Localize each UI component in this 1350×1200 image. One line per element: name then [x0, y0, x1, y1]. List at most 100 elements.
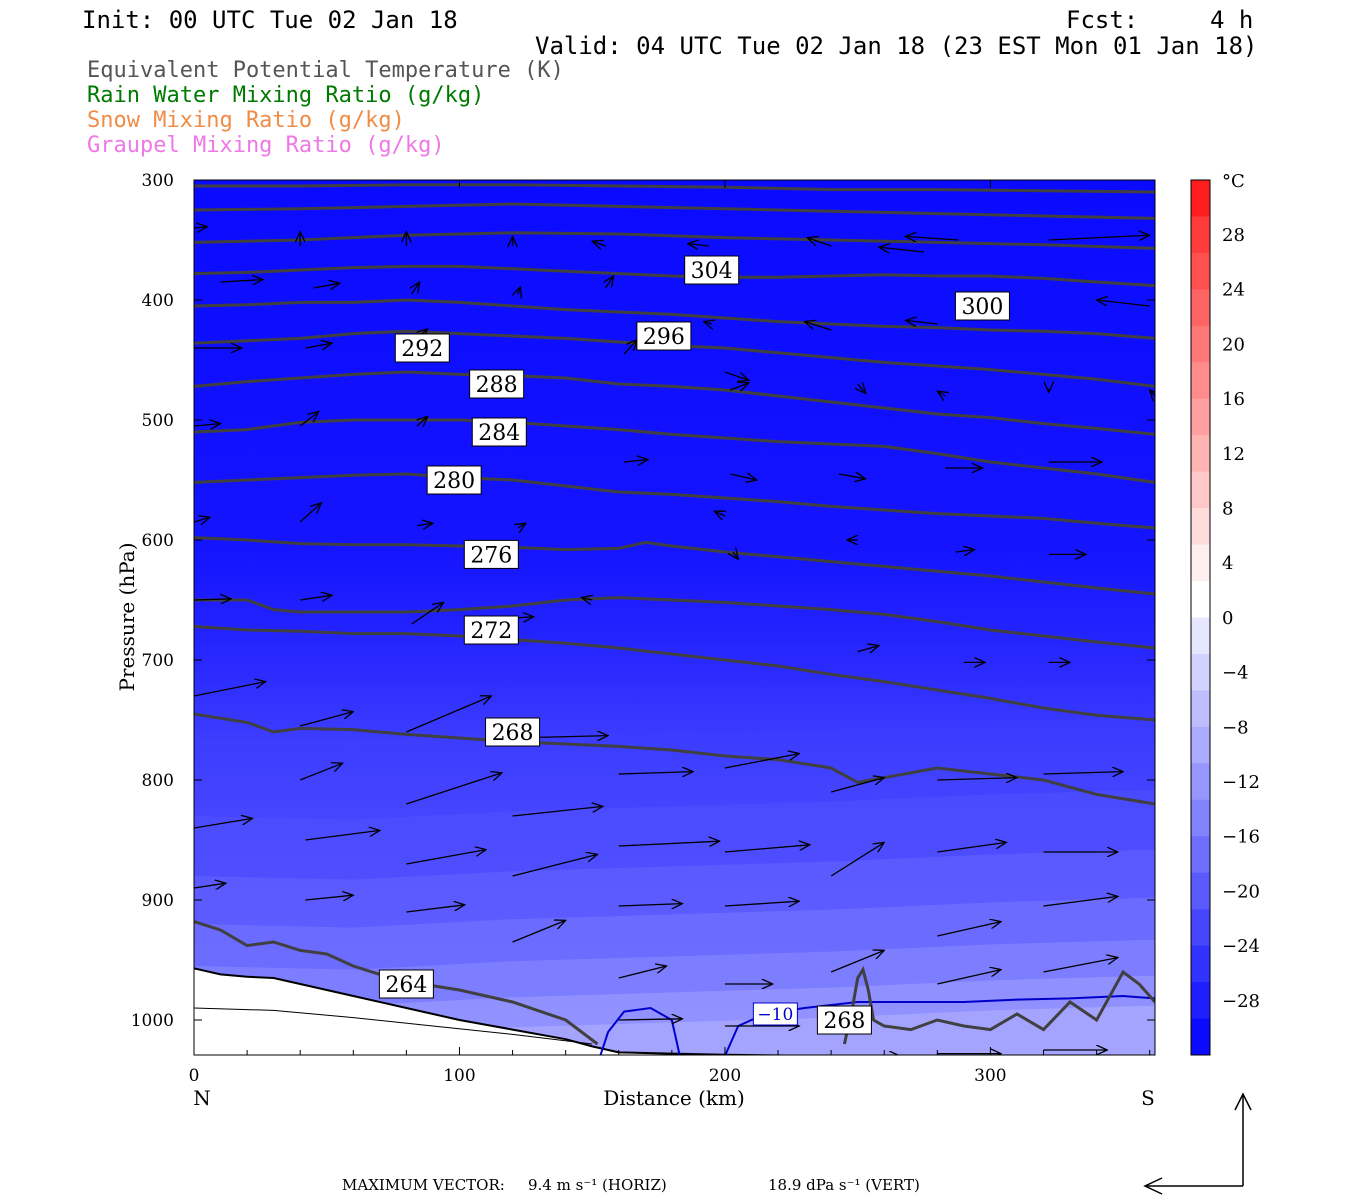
wind-vector: [300, 595, 332, 600]
colorbar-swatch: [1191, 471, 1210, 509]
colorbar-swatch: [1191, 872, 1210, 910]
theta-e-contour: [194, 596, 1155, 650]
wind-vector: [830, 950, 884, 973]
colorbar-tick-label: 16: [1222, 389, 1245, 410]
wind-vector: [582, 598, 593, 600]
theta-e-contour: [194, 231, 1155, 250]
wind-vector: [623, 340, 637, 355]
y-tick-label: 600: [142, 531, 174, 551]
colorbar-swatch: [1191, 617, 1210, 655]
wind-vector: [1097, 300, 1150, 307]
contour-label-box: [463, 539, 519, 569]
temperature-bands: [194, 717, 1155, 1055]
valid-time: Valid: 04 UTC Tue 02 Jan 18 (23 EST Mon …: [535, 32, 1258, 60]
contour-label: 304: [691, 259, 733, 284]
wind-vector: [299, 763, 342, 781]
x-end-label-south: S: [1141, 1086, 1155, 1110]
wind-vector: [937, 778, 1017, 780]
wind-vector: [805, 322, 832, 331]
wind-vector: [807, 238, 832, 247]
theta-e-contour: [842, 965, 1155, 1045]
wind-vector: [830, 778, 884, 793]
isotherm-minus10-bubble: [599, 1006, 681, 1055]
wind-vector: [730, 474, 757, 480]
theta-e-contours: [194, 183, 1155, 1046]
contour-label-box: [378, 969, 434, 999]
isotherm-label-box: [752, 1002, 798, 1026]
colorbar-tick-label: 12: [1222, 444, 1245, 465]
colorbar-tick-label: −20: [1222, 881, 1260, 902]
wind-vector: [937, 922, 1001, 937]
surface-line: [194, 1007, 593, 1045]
plot-frame: [193, 179, 1156, 1056]
wind-vector: [406, 773, 502, 805]
theta-e-contour: [194, 536, 1155, 596]
theta-e-contour: [194, 298, 1155, 340]
wind-vector: [512, 920, 566, 943]
wind-vector: [618, 1019, 683, 1020]
wind-vector: [194, 424, 221, 426]
wind-vector: [1043, 896, 1118, 907]
wind-vector: [299, 412, 319, 427]
x-tick-label: 0: [189, 1066, 200, 1086]
wind-vector: [299, 503, 321, 523]
contour-label: 276: [470, 543, 512, 568]
max-vector-vert: 18.9 dPa s⁻¹ (VERT): [768, 1176, 920, 1194]
colorbar-tick-label: −16: [1222, 827, 1260, 848]
colorbar-tick-label: 28: [1222, 225, 1245, 246]
wind-vector: [194, 682, 266, 697]
theta-e-contour: [194, 183, 1155, 194]
legend-graupel: Graupel Mixing Ratio (g/kg): [87, 133, 445, 158]
theta-e-contour: [194, 202, 1155, 220]
contour-label: 268: [823, 1009, 865, 1034]
wind-vector: [1043, 958, 1118, 973]
wind-vector: [417, 416, 428, 426]
colorbar-tick-label: 4: [1222, 553, 1233, 574]
contour-label: 268: [492, 721, 534, 746]
wind-vector: [1048, 235, 1150, 240]
fcst-label: Fcst:: [1066, 6, 1139, 34]
contour-label-box: [426, 465, 482, 495]
wind-vector: [194, 599, 231, 600]
theta-e-contour: [194, 712, 1155, 806]
colorbar-swatch: [1191, 289, 1210, 327]
max-vector-label: MAXIMUM VECTOR:: [342, 1176, 505, 1194]
wind-vector: [194, 883, 226, 888]
colorbar-swatch: [1191, 544, 1210, 582]
colorbar-swatch: [1191, 763, 1210, 801]
y-tick-label: 700: [142, 651, 174, 671]
contour-label-box: [954, 291, 1010, 321]
wind-vector: [618, 904, 683, 906]
theta-e-contour: [194, 264, 1155, 288]
colorbar-swatch: [1191, 690, 1210, 728]
wind-vector: [220, 280, 263, 282]
colorbar-tick-label: −28: [1222, 991, 1260, 1012]
wind-vector: [623, 460, 648, 462]
colorbar-tick-label: −4: [1222, 663, 1249, 684]
wind-vector: [830, 842, 884, 877]
wind-vector: [300, 712, 353, 727]
colorbar-swatch: [1191, 799, 1210, 837]
wind-vector: [838, 474, 866, 479]
contour-label: 288: [476, 373, 518, 398]
colorbar-swatch: [1191, 945, 1210, 983]
contour-label-box: [485, 717, 541, 747]
wind-vector: [879, 247, 925, 252]
colorbar: 28 24 20 16 12 8 4 0 −4 −8 −12 −16 −20 −24 −28: [1190, 179, 1260, 1056]
wind-vector: [194, 517, 210, 522]
colorbar-swatch: [1191, 909, 1210, 947]
y-tick-label: 400: [142, 291, 174, 311]
wind-vector: [592, 241, 606, 246]
colorbar-tick-label: 8: [1222, 499, 1233, 520]
contour-label: 284: [478, 421, 520, 446]
wind-vector: [955, 550, 975, 552]
contour-label: 300: [961, 295, 1003, 320]
colorbar-tick-label: −12: [1222, 772, 1260, 793]
wind-vector: [1150, 390, 1155, 396]
legend-rain: Rain Water Mixing Ratio (g/kg): [87, 83, 485, 108]
legend-snow: Snow Mixing Ratio (g/kg): [87, 108, 405, 133]
wind-vector: [688, 244, 710, 246]
wind-vector: [605, 276, 613, 289]
colorbar-swatch: [1191, 325, 1210, 363]
wind-vector: [724, 754, 799, 769]
